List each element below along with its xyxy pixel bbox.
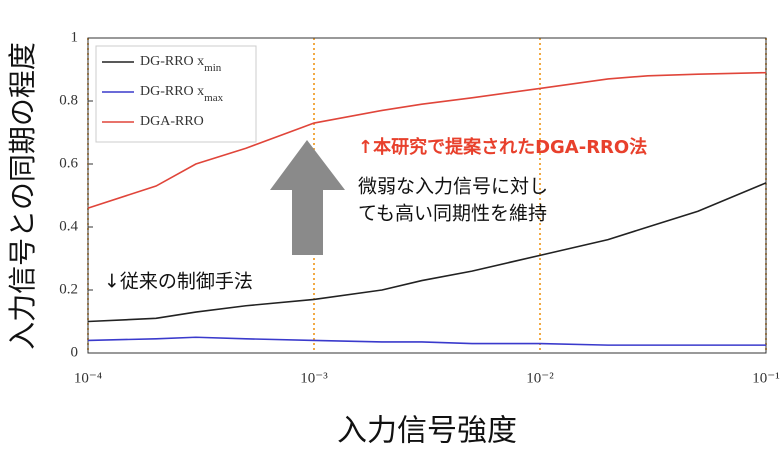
y-tick-label: 0.2 xyxy=(59,281,78,297)
y-tick-label: 0.4 xyxy=(59,218,78,234)
plot-frame xyxy=(87,37,767,354)
series-line xyxy=(87,336,766,346)
x-tick-label: 10⁻³ xyxy=(300,370,328,386)
y-tick-label: 0.6 xyxy=(59,155,78,171)
plot-area: 0 0.2 0.4 0.6 0.8 1 10⁻⁴ 10⁻³ 10⁻² 10⁻¹ DG-RRO xmi… xyxy=(59,29,779,386)
annotation: ↓従来の制御手法 xyxy=(104,271,253,293)
x-tick-label: 10⁻¹ xyxy=(752,370,779,386)
big-arrow xyxy=(270,140,345,255)
legend-label: DGA-RRO xyxy=(140,114,204,129)
x-tick-label: 10⁻⁴ xyxy=(74,370,102,386)
legend-subscript: min xyxy=(204,62,222,74)
legend-label: DG-RRO xmin xyxy=(140,54,222,73)
legend-name: DGA-RRO xyxy=(140,114,204,129)
annotation: ↑本研究で提案されたDGA-RRO法 xyxy=(358,136,647,158)
legend-name: DG-RRO x xyxy=(140,54,204,69)
annotation: 微弱な入力信号に対し xyxy=(358,176,548,198)
x-axis-label: 入力信号強度 xyxy=(337,414,517,449)
legend-name: DG-RRO x xyxy=(140,84,204,99)
series-line xyxy=(87,71,767,209)
legend-subscript: max xyxy=(204,92,223,104)
series-line xyxy=(87,182,767,323)
y-axis-label: 入力信号との同期の程度 xyxy=(6,42,39,350)
y-tick-label: 1 xyxy=(71,29,79,45)
y-tick-label: 0 xyxy=(71,344,79,360)
legend-label: DG-RRO xmax xyxy=(140,84,224,103)
annotation: ても高い同期性を維持 xyxy=(358,203,547,225)
y-tick-label: 0.8 xyxy=(59,92,78,108)
x-tick-label: 10⁻² xyxy=(526,370,554,386)
